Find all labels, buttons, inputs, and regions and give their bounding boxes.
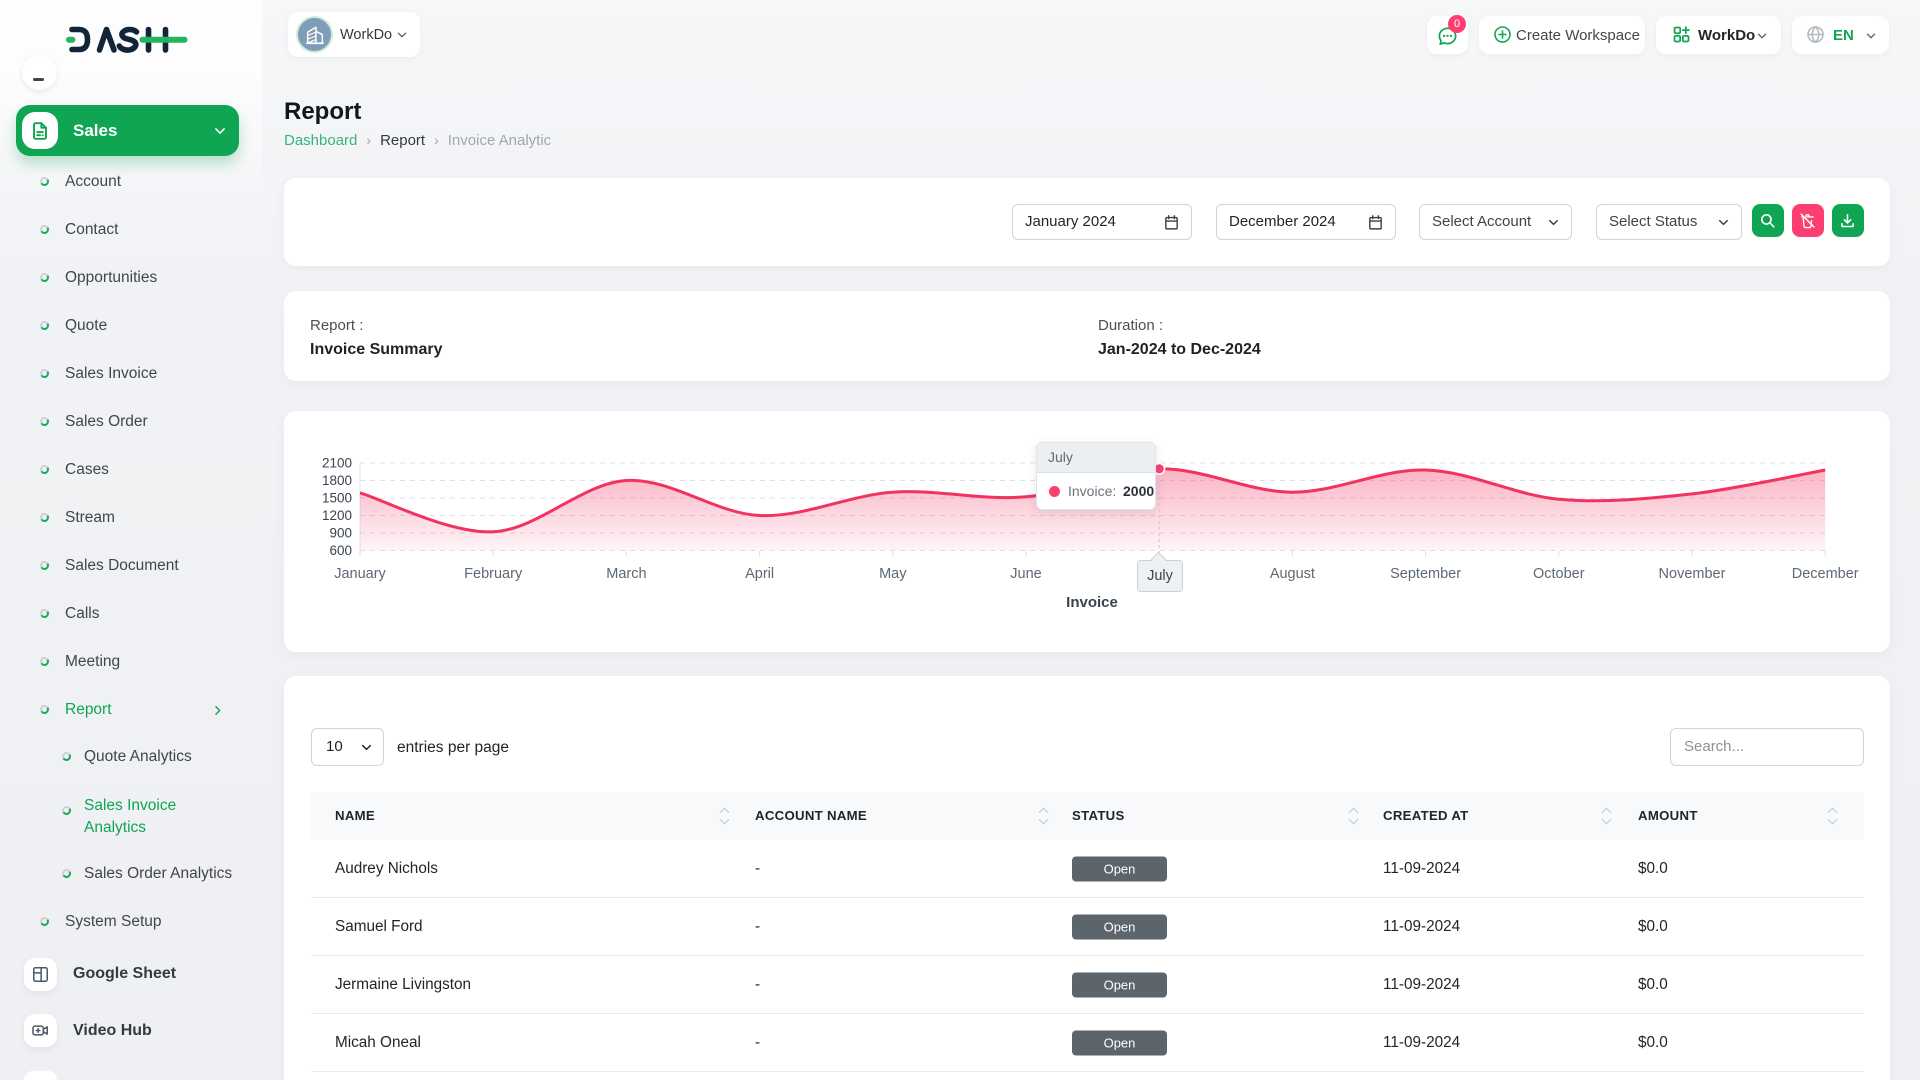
svg-text:December: December [1792, 566, 1859, 582]
svg-text:1500: 1500 [322, 491, 352, 506]
svg-text:Invoice: Invoice [1066, 594, 1118, 611]
svg-text:February: February [464, 566, 523, 582]
svg-text:600: 600 [329, 543, 352, 558]
svg-text:April: April [745, 566, 774, 582]
svg-text:2100: 2100 [322, 456, 352, 471]
svg-text:March: March [606, 566, 646, 582]
svg-text:1800: 1800 [322, 473, 352, 488]
svg-text:January: January [334, 566, 386, 582]
svg-text:900: 900 [329, 526, 352, 541]
svg-text:October: October [1533, 566, 1585, 582]
svg-text:November: November [1659, 566, 1726, 582]
svg-text:1200: 1200 [322, 508, 352, 523]
svg-text:June: June [1010, 566, 1041, 582]
svg-text:August: August [1270, 566, 1315, 582]
svg-text:May: May [879, 566, 907, 582]
svg-text:September: September [1390, 566, 1461, 582]
